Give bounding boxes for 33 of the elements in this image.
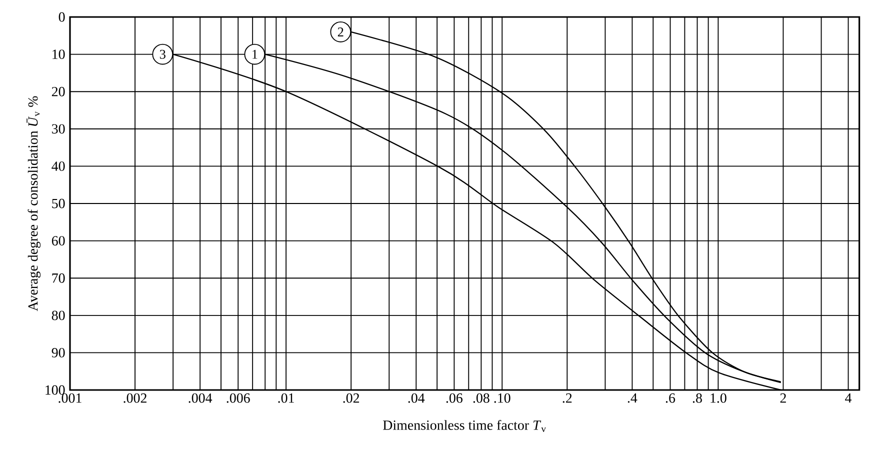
x-tick-label: .06 [446,393,462,403]
series-label: 1 [252,50,258,59]
y-tick-label: 80 [52,310,65,320]
x-tick-label: 2 [780,393,786,403]
y-tick-label: 90 [52,348,65,358]
x-tick-label: .6 [666,393,676,403]
y-tick-label: 0 [58,12,65,22]
y-axis-title: Average degree of consolidation Ū$_{v}$ % [26,96,41,312]
y-tick-label: 70 [52,273,65,283]
y-tick-label: 100 [46,385,65,395]
x-tick-label: .08 [473,393,490,403]
x-tick-label: .4 [628,393,638,403]
series-label: 3 [160,50,166,59]
y-tick-label: 10 [52,50,65,60]
x-tick-label: .02 [343,393,360,403]
x-tick-label: .006 [226,393,250,403]
series-label: 2 [338,28,344,36]
y-tick-label: 60 [52,236,65,246]
y-tick-label: 20 [52,86,65,96]
x-tick-label: .01 [278,393,294,403]
x-tick-label: .04 [408,393,425,403]
y-tick-label: 30 [52,124,65,134]
x-tick-label: .8 [692,393,702,403]
x-tick-label: 1.0 [710,393,726,403]
x-tick-label: .002 [124,393,146,403]
x-tick-label: .001 [58,393,82,403]
x-tick-label: .004 [188,393,212,403]
x-tick-label: .10 [494,393,510,403]
x-tick-label: .2 [562,393,572,403]
x-axis-title: Dimensionless time factor T$_{v}$ [383,420,546,432]
y-tick-label: 50 [52,198,65,208]
y-tick-label: 40 [52,162,65,171]
x-tick-label: 4 [845,393,852,403]
